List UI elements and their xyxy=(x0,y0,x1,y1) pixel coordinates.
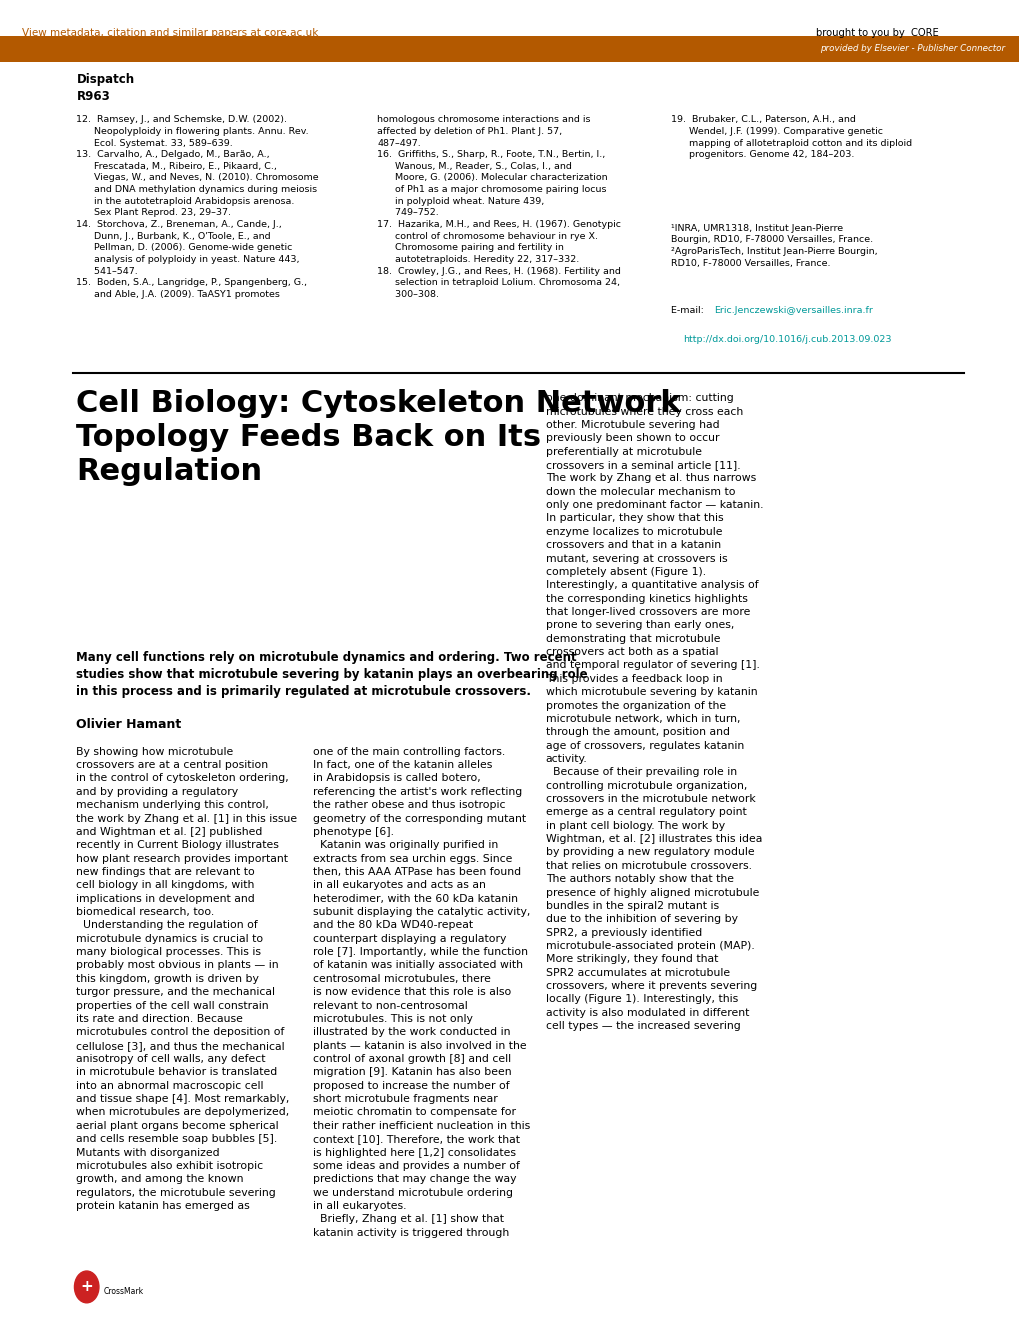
Text: http://dx.doi.org/10.1016/j.cub.2013.09.023: http://dx.doi.org/10.1016/j.cub.2013.09.… xyxy=(683,335,891,344)
Text: 19.  Brubaker, C.L., Paterson, A.H., and
      Wendel, J.F. (1999). Comparative : 19. Brubaker, C.L., Paterson, A.H., and … xyxy=(671,115,911,159)
Text: Many cell functions rely on microtubule dynamics and ordering. Two recent
studie: Many cell functions rely on microtubule … xyxy=(76,651,588,698)
Text: one dominant mechanism: cutting
microtubules where they cross each
other. Microt: one dominant mechanism: cutting microtub… xyxy=(545,393,762,1031)
Text: homologous chromosome interactions and is
affected by deletion of Ph1. Plant J. : homologous chromosome interactions and i… xyxy=(377,115,621,299)
Text: provided by Elsevier - Publisher Connector: provided by Elsevier - Publisher Connect… xyxy=(819,45,1004,53)
Text: Eric.Jenczewski@versailles.inra.fr: Eric.Jenczewski@versailles.inra.fr xyxy=(713,306,872,315)
Text: View metadata, citation and similar papers at core.ac.uk: View metadata, citation and similar pape… xyxy=(22,28,319,38)
Text: E-mail:: E-mail: xyxy=(671,306,706,315)
Text: CrossMark: CrossMark xyxy=(104,1287,144,1296)
Text: Olivier Hamant: Olivier Hamant xyxy=(76,718,181,731)
Text: Cell Biology: Cytoskeleton Network
Topology Feeds Back on Its
Regulation: Cell Biology: Cytoskeleton Network Topol… xyxy=(76,389,681,486)
Text: ¹INRA, UMR1318, Institut Jean-Pierre
Bourgin, RD10, F-78000 Versailles, France.
: ¹INRA, UMR1318, Institut Jean-Pierre Bou… xyxy=(671,224,877,267)
Circle shape xyxy=(74,1271,99,1303)
Text: Dispatch: Dispatch xyxy=(76,73,135,86)
Text: 12.  Ramsey, J., and Schemske, D.W. (2002).
      Neopolyploidy in flowering pla: 12. Ramsey, J., and Schemske, D.W. (2002… xyxy=(76,115,319,299)
Text: R963: R963 xyxy=(76,90,110,103)
Text: one of the main controlling factors.
In fact, one of the katanin alleles
in Arab: one of the main controlling factors. In … xyxy=(313,747,530,1238)
Text: brought to you by  CORE: brought to you by CORE xyxy=(815,28,937,38)
Text: +: + xyxy=(81,1279,93,1295)
Bar xyxy=(0,36,1019,62)
Text: By showing how microtubule
crossovers are at a central position
in the control o: By showing how microtubule crossovers ar… xyxy=(76,747,298,1211)
